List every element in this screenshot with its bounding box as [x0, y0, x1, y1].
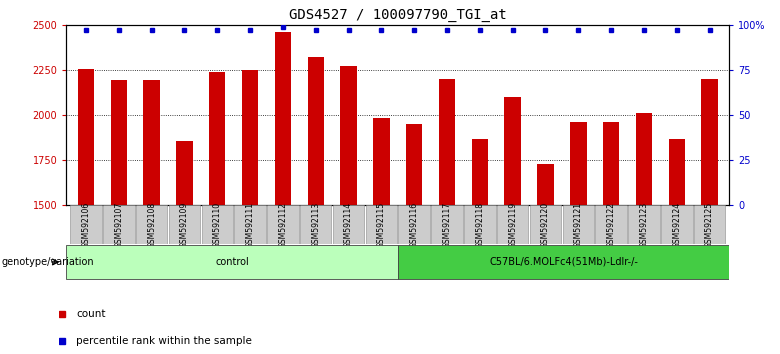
Text: GSM592108: GSM592108: [147, 202, 156, 248]
Text: GSM592115: GSM592115: [377, 202, 386, 248]
Text: control: control: [215, 257, 249, 267]
Bar: [636, 113, 652, 354]
Text: GSM592110: GSM592110: [213, 202, 222, 248]
Text: GSM592116: GSM592116: [410, 202, 419, 248]
Bar: [701, 79, 718, 354]
FancyBboxPatch shape: [136, 205, 168, 244]
FancyBboxPatch shape: [530, 205, 562, 244]
Bar: [78, 69, 94, 354]
FancyBboxPatch shape: [399, 205, 430, 244]
FancyBboxPatch shape: [661, 205, 693, 244]
FancyBboxPatch shape: [66, 245, 398, 279]
Text: GSM592123: GSM592123: [640, 202, 648, 248]
Text: GSM592121: GSM592121: [574, 202, 583, 248]
FancyBboxPatch shape: [562, 205, 594, 244]
Text: GSM592117: GSM592117: [442, 202, 452, 248]
Text: GSM592112: GSM592112: [278, 202, 287, 248]
Text: C57BL/6.MOLFc4(51Mb)-Ldlr-/-: C57BL/6.MOLFc4(51Mb)-Ldlr-/-: [489, 257, 638, 267]
FancyBboxPatch shape: [300, 205, 332, 244]
Text: genotype/variation: genotype/variation: [2, 257, 94, 267]
Bar: [570, 122, 587, 354]
FancyBboxPatch shape: [366, 205, 397, 244]
Text: GSM592113: GSM592113: [311, 202, 321, 248]
Bar: [373, 118, 389, 354]
Bar: [406, 124, 423, 354]
Bar: [144, 80, 160, 354]
Bar: [439, 79, 456, 354]
FancyBboxPatch shape: [234, 205, 266, 244]
Bar: [505, 97, 521, 354]
Text: GSM592118: GSM592118: [475, 202, 484, 248]
FancyBboxPatch shape: [201, 205, 233, 244]
Text: count: count: [76, 309, 105, 319]
Bar: [668, 138, 685, 354]
Bar: [275, 32, 291, 354]
FancyBboxPatch shape: [168, 205, 200, 244]
FancyBboxPatch shape: [431, 205, 463, 244]
FancyBboxPatch shape: [628, 205, 660, 244]
Bar: [340, 66, 356, 354]
Text: GSM592114: GSM592114: [344, 202, 353, 248]
Text: GSM592120: GSM592120: [541, 202, 550, 248]
Bar: [111, 80, 127, 354]
FancyBboxPatch shape: [398, 245, 729, 279]
Text: GSM592111: GSM592111: [246, 202, 254, 248]
Title: GDS4527 / 100097790_TGI_at: GDS4527 / 100097790_TGI_at: [289, 8, 507, 22]
FancyBboxPatch shape: [464, 205, 495, 244]
Text: GSM592124: GSM592124: [672, 202, 681, 248]
Text: GSM592109: GSM592109: [180, 202, 189, 248]
Bar: [603, 122, 619, 354]
FancyBboxPatch shape: [268, 205, 299, 244]
FancyBboxPatch shape: [595, 205, 627, 244]
Text: GSM592119: GSM592119: [509, 202, 517, 248]
FancyBboxPatch shape: [70, 205, 101, 244]
FancyBboxPatch shape: [694, 205, 725, 244]
FancyBboxPatch shape: [333, 205, 364, 244]
Text: percentile rank within the sample: percentile rank within the sample: [76, 336, 252, 346]
Bar: [537, 164, 554, 354]
Bar: [242, 70, 258, 354]
Text: GSM592125: GSM592125: [705, 202, 714, 248]
Bar: [472, 138, 488, 354]
Bar: [176, 141, 193, 354]
Text: GSM592106: GSM592106: [81, 202, 90, 248]
FancyBboxPatch shape: [103, 205, 135, 244]
Bar: [209, 72, 225, 354]
Text: GSM592107: GSM592107: [115, 202, 123, 248]
FancyBboxPatch shape: [497, 205, 528, 244]
Text: GSM592122: GSM592122: [607, 202, 615, 248]
Bar: [307, 57, 324, 354]
